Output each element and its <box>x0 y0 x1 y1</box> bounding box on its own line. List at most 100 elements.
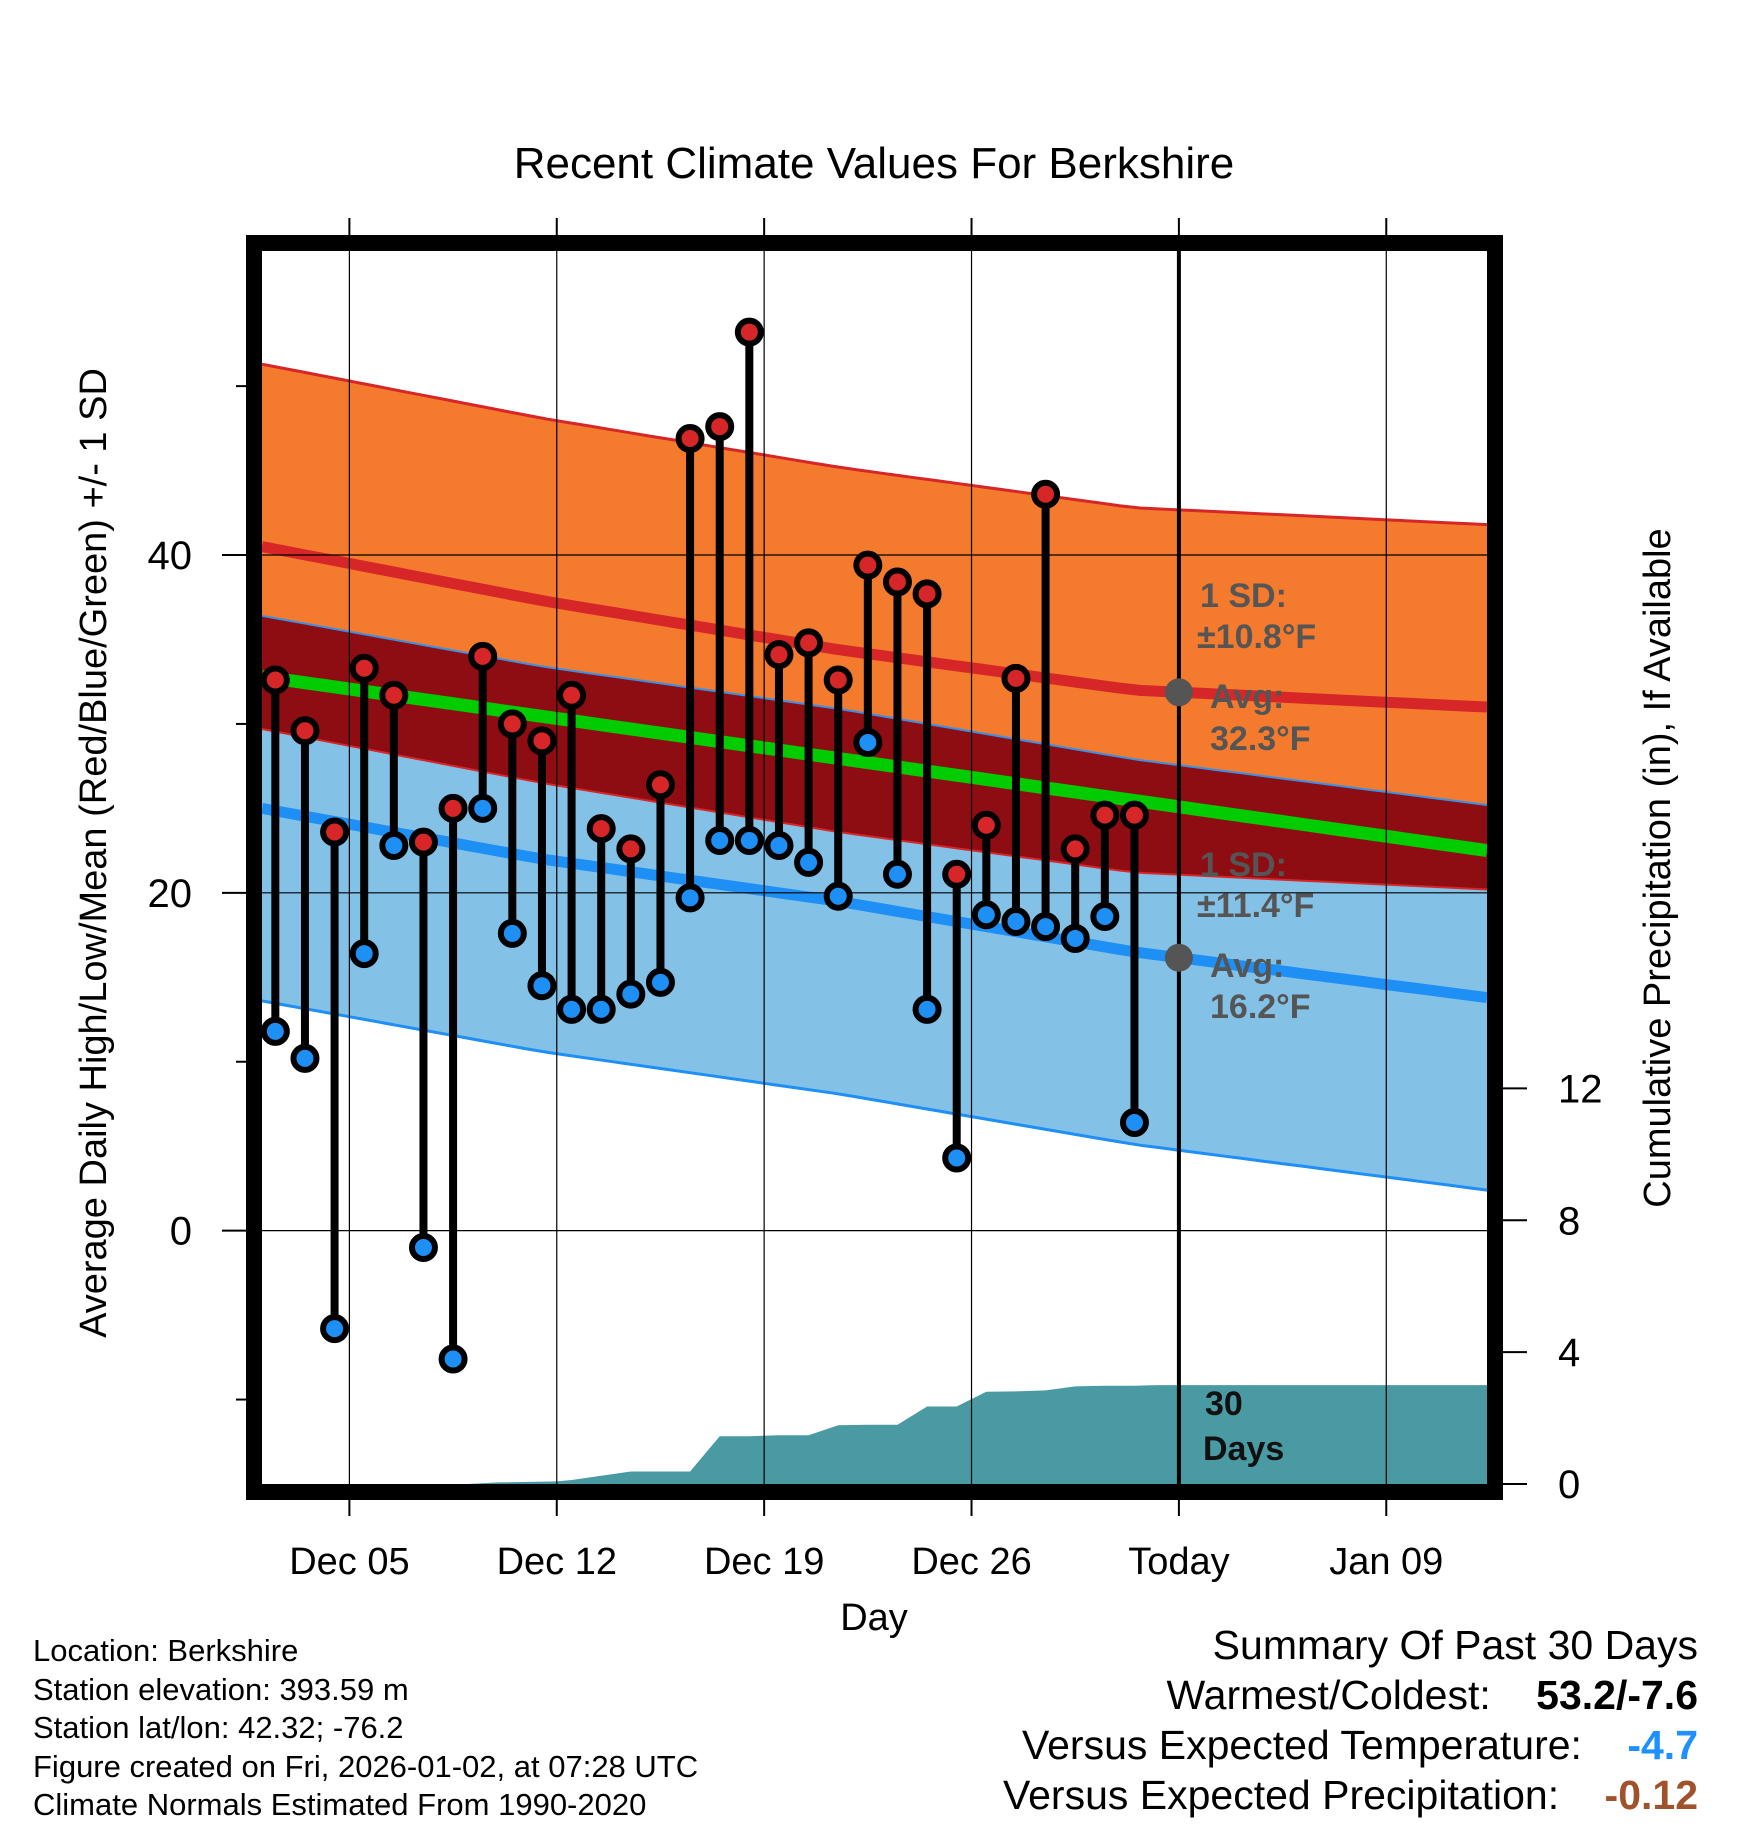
daily-high-point <box>823 665 853 695</box>
latlon-text: Station lat/lon: 42.32; -76.2 <box>33 1710 404 1745</box>
daily-high-point <box>438 793 468 823</box>
daily-high-point <box>1001 663 1031 693</box>
summary-heading: Summary Of Past 30 Days <box>1212 1622 1698 1668</box>
x-tick-label: Today <box>1128 1541 1229 1583</box>
created-text: Figure created on Fri, 2026-01-02, at 07… <box>33 1748 699 1784</box>
y-axis-label-right: Cumulative Precipitation (in), If Availa… <box>1637 528 1679 1207</box>
daily-high-point <box>379 680 409 710</box>
daily-high-point <box>734 317 764 347</box>
warmest-coldest-value: 53.2/-7.6 <box>1536 1672 1698 1718</box>
daily-high-point <box>1090 800 1120 830</box>
x-tick-label: Dec 05 <box>289 1541 409 1583</box>
daily-high-point <box>557 680 587 710</box>
daily-low-point <box>557 994 587 1024</box>
y2-tick-label: 8 <box>1558 1199 1580 1243</box>
daily-low-point <box>853 728 883 758</box>
normal-mean-line <box>261 670 1488 858</box>
daily-low-point <box>645 967 675 997</box>
daily-low-point <box>408 1233 438 1263</box>
daily-high-point <box>290 716 320 746</box>
y-tick-label: 40 <box>148 534 193 578</box>
high-sd-value: ±10.8°F <box>1197 618 1316 656</box>
x-tick-label: Dec 26 <box>911 1541 1031 1583</box>
warmest-coldest-label: Warmest/Coldest: <box>1166 1672 1491 1718</box>
daily-high-point <box>764 640 794 670</box>
daily-low-point <box>794 847 824 877</box>
daily-low-point <box>734 825 764 855</box>
normal-low-line <box>261 802 1488 1004</box>
temp-departure-label: Versus Expected Temperature: <box>1022 1722 1582 1768</box>
x-tick-label: Jan 09 <box>1329 1541 1443 1583</box>
daily-low-point <box>912 994 942 1024</box>
daily-high-point <box>882 567 912 597</box>
daily-low-point <box>1119 1108 1149 1138</box>
daily-low-point <box>1031 912 1061 942</box>
high-avg-label: Avg: <box>1210 678 1284 716</box>
y2-tick-label: 0 <box>1558 1463 1580 1507</box>
precip-area <box>262 1385 1487 1484</box>
high-sd-label: 1 SD: <box>1200 577 1287 615</box>
warmest-coldest-row: Warmest/Coldest: 53.2/-7.6 <box>1003 1670 1698 1720</box>
daily-high-point <box>705 412 735 442</box>
daily-high-point <box>1031 479 1061 509</box>
low-sd-lower-line <box>261 999 1488 1192</box>
daily-high-point <box>794 628 824 658</box>
daily-high-point <box>1060 834 1090 864</box>
location-text: Location: Berkshire <box>33 1633 299 1668</box>
normal-low-today-marker <box>1164 943 1193 972</box>
daily-low-point <box>586 994 616 1024</box>
temp-departure-row: Versus Expected Temperature: -4.7 <box>1003 1720 1698 1770</box>
high-sd-upper-line <box>261 362 1488 527</box>
daily-low-point <box>1001 907 1031 937</box>
daily-low-point <box>1090 901 1120 931</box>
daily-high-point <box>497 709 527 739</box>
daily-low-point <box>320 1314 350 1344</box>
daily-low-point <box>497 918 527 948</box>
daily-high-point <box>1119 800 1149 830</box>
daily-low-point <box>260 1016 290 1046</box>
low-sd-value: ±11.4°F <box>1197 887 1314 925</box>
x-tick-label: Dec 12 <box>497 1541 617 1583</box>
daily-high-point <box>675 423 705 453</box>
daily-low-point <box>942 1143 972 1173</box>
temp-departure-value: -4.7 <box>1627 1722 1698 1768</box>
normal-high-line <box>260 541 1488 713</box>
daily-low-point <box>468 793 498 823</box>
daily-low-point <box>675 883 705 913</box>
y2-tick-label: 4 <box>1558 1331 1580 1375</box>
daily-low-point <box>290 1043 320 1073</box>
daily-low-point <box>1060 923 1090 953</box>
daily-high-point <box>645 770 675 800</box>
daily-low-point <box>349 939 379 969</box>
low-avg-value: 16.2°F <box>1210 988 1311 1026</box>
chart-title: Recent Climate Values For Berkshire <box>514 139 1235 188</box>
daily-low-point <box>823 881 853 911</box>
daily-low-point <box>971 900 1001 930</box>
daily-high-point <box>853 550 883 580</box>
daily-low-point <box>705 825 735 855</box>
daily-low-point <box>764 831 794 861</box>
x-tick-label: Dec 19 <box>704 1541 824 1583</box>
daily-high-point <box>527 726 557 756</box>
daily-high-point <box>616 834 646 864</box>
plot-frame <box>246 235 1503 1500</box>
daily-high-point <box>320 817 350 847</box>
y-axis-label-left: Average Daily High/Low/Mean (Red/Blue/Gr… <box>73 368 115 1338</box>
normal-high-today-marker <box>1164 678 1193 707</box>
daily-low-point <box>379 831 409 861</box>
summary-panel: Summary Of Past 30 Days Warmest/Coldest:… <box>1003 1620 1698 1820</box>
daily-high-point <box>912 579 942 609</box>
daily-high-point <box>349 653 379 683</box>
y2-tick-label: 12 <box>1558 1067 1603 1111</box>
low-sd-upper-line <box>261 614 1488 806</box>
daily-high-point <box>260 665 290 695</box>
days-count-label: 30 <box>1205 1385 1243 1423</box>
x-axis-label: Day <box>840 1597 908 1639</box>
y-tick-label: 0 <box>170 1210 192 1254</box>
low-sd-label: 1 SD: <box>1200 846 1287 884</box>
high-avg-value: 32.3°F <box>1210 720 1311 758</box>
station-info: Location: Berkshire Station elevation: 3… <box>33 1632 698 1825</box>
daily-low-point <box>527 971 557 1001</box>
high-sd-lower-line <box>261 728 1488 891</box>
